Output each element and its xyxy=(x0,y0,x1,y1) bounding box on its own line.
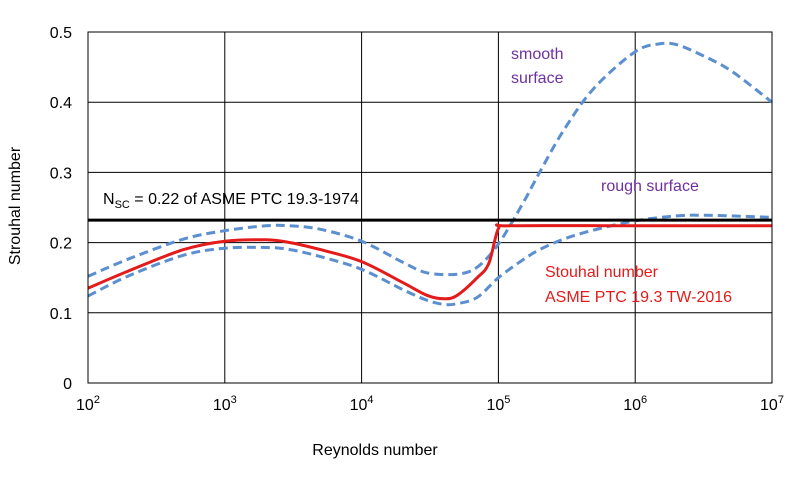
y-tick-label: 0.2 xyxy=(50,236,72,253)
reference-line-label: NSC = 0.22 of ASME PTC 19.3-1974 xyxy=(103,191,359,211)
annotation-stouhal-line-1: Stouhal number xyxy=(545,264,659,281)
y-tick-label: 0.4 xyxy=(50,95,72,112)
series-line-3 xyxy=(87,223,772,301)
x-tick-label: 102 xyxy=(76,394,100,414)
annotation-stouhal-line-2: ASME PTC 19.3 TW-2016 xyxy=(545,289,732,306)
series-line-2 xyxy=(87,213,773,307)
tick-labels: 0 0.1 0.2 0.3 0.4 0.5 102 103 104 105 106 107 xyxy=(50,25,784,414)
x-tick-label: 104 xyxy=(350,394,374,414)
series-line-1 xyxy=(87,41,773,278)
axes xyxy=(87,31,773,384)
plot-frame xyxy=(87,31,773,384)
annotations: smooth surface rough surface Stouhal number… xyxy=(511,46,732,306)
x-tick-label: 106 xyxy=(623,394,647,414)
annotation-smooth-line-1: smooth xyxy=(511,46,563,63)
y-tick-label: 0.5 xyxy=(50,25,72,42)
y-tick-label: 0.1 xyxy=(50,306,72,323)
y-tick-label: 0 xyxy=(63,376,72,393)
x-tick-label: 103 xyxy=(213,394,237,414)
annotation-smooth-line-2: surface xyxy=(511,70,564,87)
y-axis-title: Strouhal number xyxy=(7,146,24,265)
x-tick-label: 105 xyxy=(486,394,510,414)
annotation-rough-line-1: rough surface xyxy=(601,178,699,195)
y-tick-label: 0.3 xyxy=(50,165,72,182)
x-axis-title: Reynolds number xyxy=(312,442,438,459)
reference-line-group: NSC = 0.22 of ASME PTC 19.3-1974 xyxy=(88,191,772,222)
x-tick-label: 107 xyxy=(760,394,784,414)
series-layer xyxy=(87,41,773,307)
